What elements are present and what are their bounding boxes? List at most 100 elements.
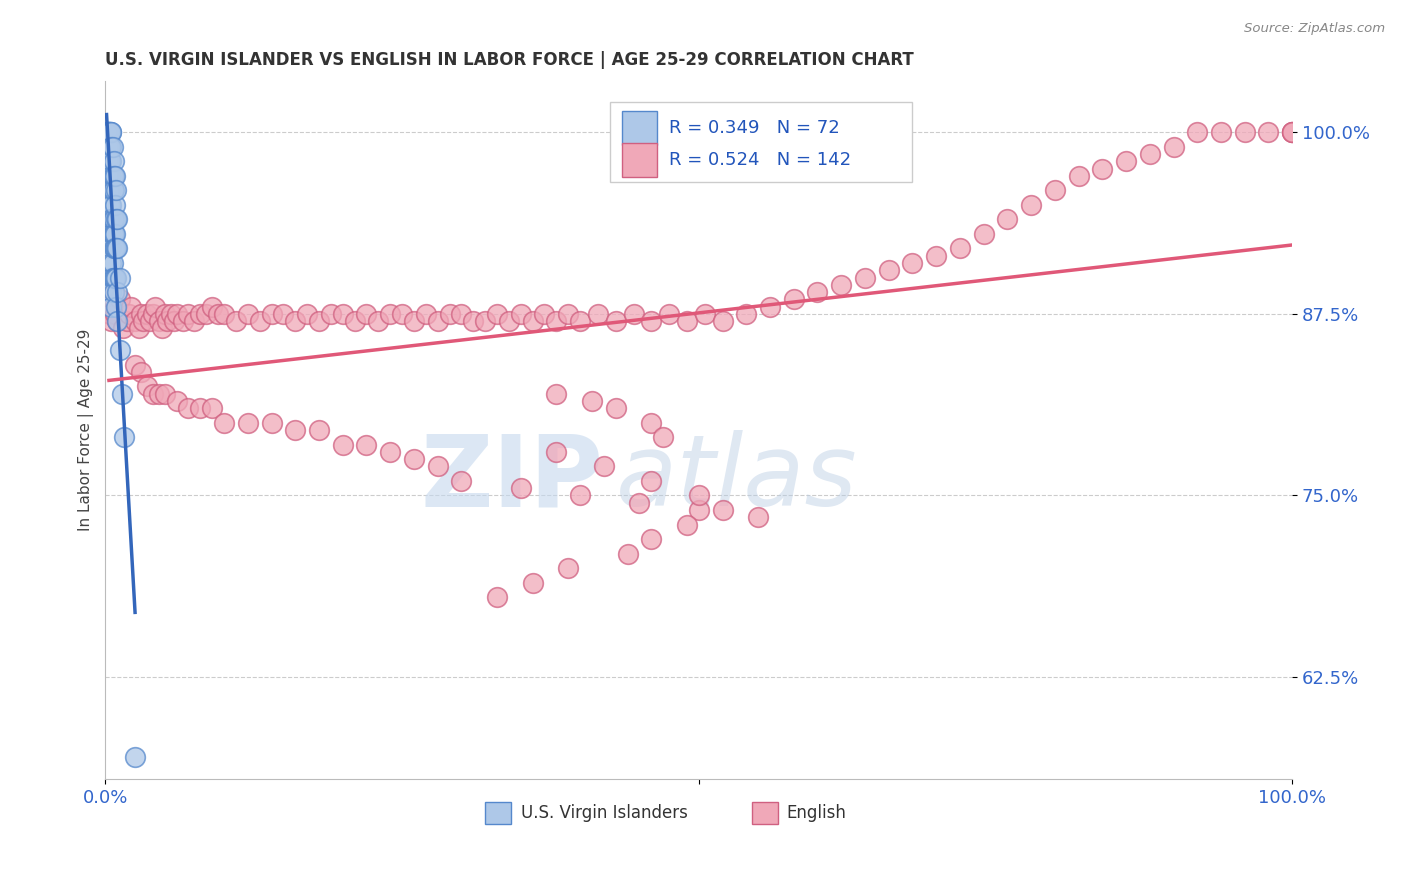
Point bbox=[623, 307, 645, 321]
Point bbox=[380, 307, 402, 321]
Point bbox=[284, 314, 307, 328]
Point bbox=[98, 169, 121, 183]
Text: ZIP: ZIP bbox=[420, 431, 603, 527]
Point bbox=[142, 307, 165, 321]
Point bbox=[474, 314, 496, 328]
Point bbox=[139, 314, 162, 328]
Point bbox=[129, 307, 152, 321]
Point bbox=[486, 591, 509, 605]
Point bbox=[100, 154, 122, 169]
Point bbox=[332, 307, 354, 321]
Point bbox=[415, 307, 437, 321]
Point bbox=[98, 212, 121, 227]
Point bbox=[98, 154, 121, 169]
Point bbox=[533, 307, 555, 321]
Point bbox=[100, 125, 122, 139]
Text: U.S. VIRGIN ISLANDER VS ENGLISH IN LABOR FORCE | AGE 25-29 CORRELATION CHART: U.S. VIRGIN ISLANDER VS ENGLISH IN LABOR… bbox=[105, 51, 914, 69]
Point bbox=[100, 140, 122, 154]
Point bbox=[103, 227, 125, 241]
Point bbox=[105, 242, 128, 256]
Point bbox=[150, 321, 173, 335]
Point bbox=[225, 314, 247, 328]
Point bbox=[148, 314, 170, 328]
Point bbox=[391, 307, 413, 321]
Point bbox=[332, 437, 354, 451]
Point bbox=[616, 547, 638, 561]
Bar bbox=[621, 112, 657, 145]
Point bbox=[97, 125, 120, 139]
Point bbox=[995, 212, 1018, 227]
Point bbox=[260, 307, 283, 321]
Point bbox=[100, 256, 122, 270]
Point bbox=[1281, 125, 1303, 139]
Point bbox=[177, 307, 200, 321]
Point bbox=[569, 314, 592, 328]
Point bbox=[212, 416, 235, 430]
Point bbox=[103, 242, 125, 256]
Point bbox=[97, 140, 120, 154]
Point bbox=[183, 314, 205, 328]
Point bbox=[148, 386, 170, 401]
Point bbox=[108, 293, 131, 307]
Point bbox=[105, 300, 128, 314]
Point bbox=[877, 263, 900, 277]
Point bbox=[111, 386, 134, 401]
Point bbox=[108, 270, 131, 285]
Point bbox=[830, 277, 852, 292]
Point bbox=[1281, 125, 1303, 139]
Text: atlas: atlas bbox=[616, 431, 858, 527]
Point bbox=[711, 503, 734, 517]
Point bbox=[402, 314, 425, 328]
Point bbox=[98, 198, 121, 212]
Point bbox=[96, 125, 118, 139]
Point bbox=[1163, 140, 1185, 154]
Point bbox=[103, 169, 125, 183]
Point bbox=[581, 394, 603, 409]
Point bbox=[105, 314, 128, 328]
Point bbox=[628, 496, 651, 510]
Point bbox=[98, 307, 121, 321]
Point bbox=[100, 270, 122, 285]
Point bbox=[319, 307, 342, 321]
Text: Source: ZipAtlas.com: Source: ZipAtlas.com bbox=[1244, 22, 1385, 36]
Point bbox=[101, 140, 124, 154]
Point bbox=[163, 314, 186, 328]
Point bbox=[105, 270, 128, 285]
Point bbox=[605, 401, 627, 416]
Point bbox=[103, 285, 125, 299]
Point bbox=[901, 256, 924, 270]
Point bbox=[104, 270, 127, 285]
Point bbox=[546, 314, 568, 328]
Point bbox=[806, 285, 828, 299]
Point bbox=[97, 169, 120, 183]
Point bbox=[1209, 125, 1232, 139]
Point bbox=[640, 314, 662, 328]
Point bbox=[166, 394, 188, 409]
Point bbox=[640, 416, 662, 430]
Point bbox=[201, 300, 224, 314]
Point bbox=[188, 401, 211, 416]
Point bbox=[212, 307, 235, 321]
Point bbox=[100, 198, 122, 212]
Bar bbox=[621, 144, 657, 177]
Point bbox=[688, 503, 710, 517]
Y-axis label: In Labor Force | Age 25-29: In Labor Force | Age 25-29 bbox=[79, 329, 94, 532]
Point bbox=[101, 256, 124, 270]
Point bbox=[104, 227, 127, 241]
Bar bbox=[485, 802, 512, 824]
Point bbox=[105, 314, 128, 328]
Point bbox=[142, 386, 165, 401]
Point bbox=[546, 445, 568, 459]
Point bbox=[108, 343, 131, 358]
Point bbox=[546, 386, 568, 401]
Point bbox=[132, 314, 155, 328]
Point bbox=[101, 212, 124, 227]
Point bbox=[97, 198, 120, 212]
Text: English: English bbox=[786, 804, 846, 822]
Point bbox=[747, 510, 769, 524]
Point bbox=[236, 416, 259, 430]
Point bbox=[104, 242, 127, 256]
Point bbox=[759, 300, 782, 314]
Point bbox=[1187, 125, 1209, 139]
Point bbox=[104, 169, 127, 183]
